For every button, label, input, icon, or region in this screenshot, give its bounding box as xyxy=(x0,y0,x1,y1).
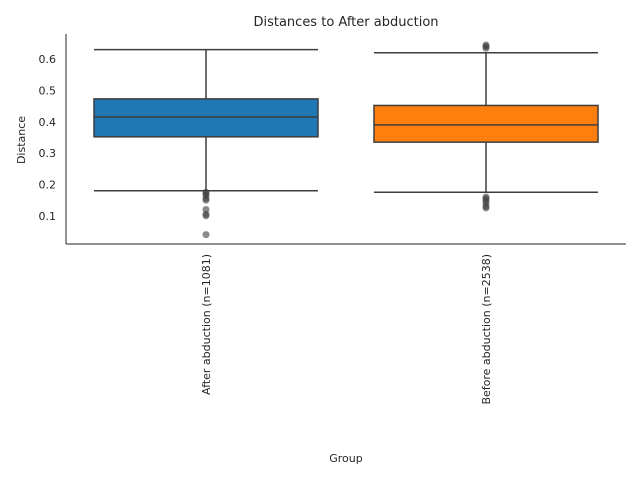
box-group xyxy=(373,41,599,212)
outlier-point xyxy=(482,204,490,212)
box-series xyxy=(93,41,599,239)
y-axis-label: Distance xyxy=(15,116,28,164)
outlier-point xyxy=(482,44,490,52)
y-tick-label: 0.6 xyxy=(39,53,57,66)
box-iqr xyxy=(93,98,319,138)
x-axis-label: Group xyxy=(329,452,363,465)
y-tick-label: 0.3 xyxy=(39,147,57,160)
outlier-point xyxy=(202,212,210,220)
box-iqr xyxy=(373,104,599,143)
x-tick-label: Before abduction (n=2538) xyxy=(480,254,493,405)
outlier-point xyxy=(202,196,210,204)
chart-title: Distances to After abduction xyxy=(253,15,438,30)
box-group xyxy=(93,48,319,239)
y-tick-label: 0.4 xyxy=(39,116,57,129)
y-tick-label: 0.1 xyxy=(39,210,57,223)
y-tick-label: 0.2 xyxy=(39,178,57,191)
x-tick-label: After abduction (n=1081) xyxy=(200,254,213,395)
axes: 0.1 0.2 0.3 0.4 0.5 0.6 After abduction (n=108… xyxy=(39,34,626,405)
outlier-point xyxy=(202,231,210,239)
y-tick-label: 0.5 xyxy=(39,84,57,97)
